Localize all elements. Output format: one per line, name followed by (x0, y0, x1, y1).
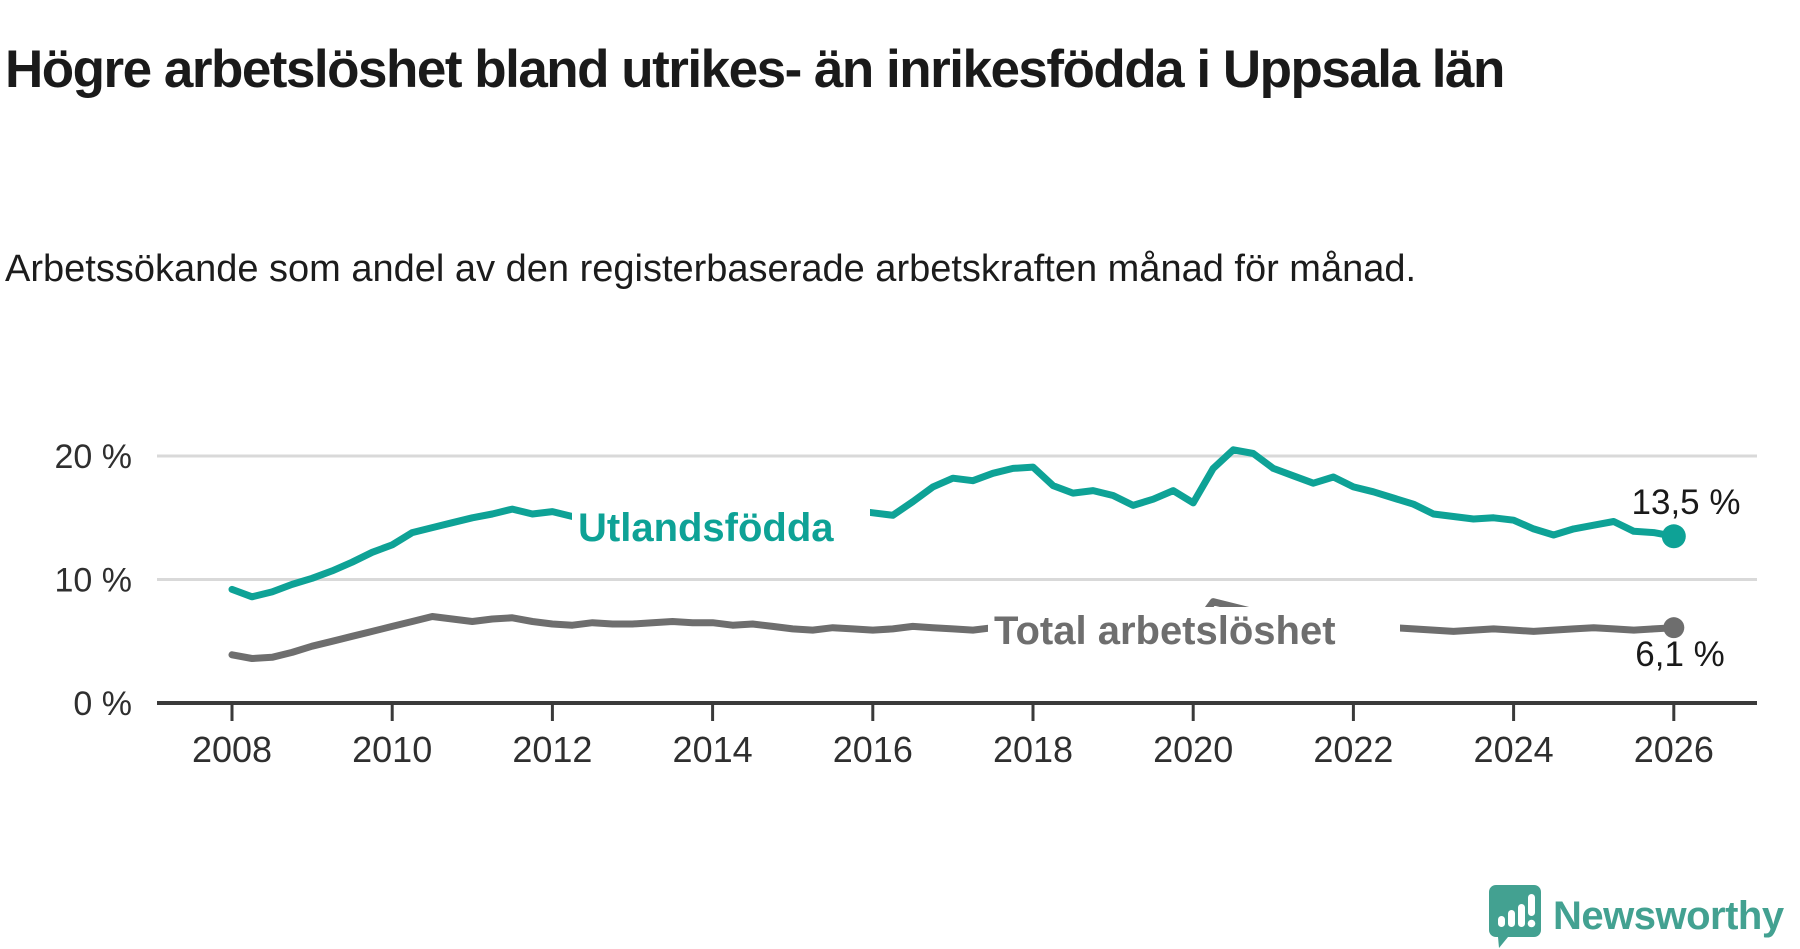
x-tick-label: 2018 (993, 729, 1073, 770)
series-line-utlandsfodda (228, 446, 1678, 601)
newsworthy-logo-icon (1489, 885, 1541, 948)
series-label-backing (572, 504, 870, 552)
series-label-total: Total arbetslöshet (994, 609, 1336, 653)
x-tick-label: 2026 (1634, 729, 1714, 770)
newsworthy-logo: Newsworthy (1487, 883, 1784, 949)
x-tick-label: 2012 (512, 729, 592, 770)
x-tick-label: 2022 (1313, 729, 1393, 770)
series-end-dot (1661, 524, 1686, 549)
x-tick-label: 2010 (352, 729, 432, 770)
x-tick-label: 2014 (673, 729, 753, 770)
end-value-label: 6,1 % (1635, 635, 1725, 674)
series-label-backing (988, 607, 1400, 653)
end-value-label: 13,5 % (1632, 483, 1741, 522)
x-tick-label: 2024 (1474, 729, 1554, 770)
x-tick-label: 2020 (1153, 729, 1233, 770)
y-tick-label: 20 % (55, 438, 133, 476)
series-line-total (228, 598, 1678, 662)
newsworthy-logo-text: Newsworthy (1553, 893, 1784, 938)
chart-title: Högre arbetslöshet bland utrikes- än inr… (5, 39, 1505, 99)
y-tick-label: 10 % (55, 562, 133, 600)
x-tick-label: 2016 (833, 729, 913, 770)
chart-subtitle: Arbetssökande som andel av den registerb… (5, 248, 1417, 290)
series-label-utlandsfodda: Utlandsfödda (578, 506, 834, 550)
series-end-dot (1663, 617, 1685, 639)
y-tick-label: 0 % (73, 685, 132, 723)
x-tick-label: 2008 (192, 729, 272, 770)
